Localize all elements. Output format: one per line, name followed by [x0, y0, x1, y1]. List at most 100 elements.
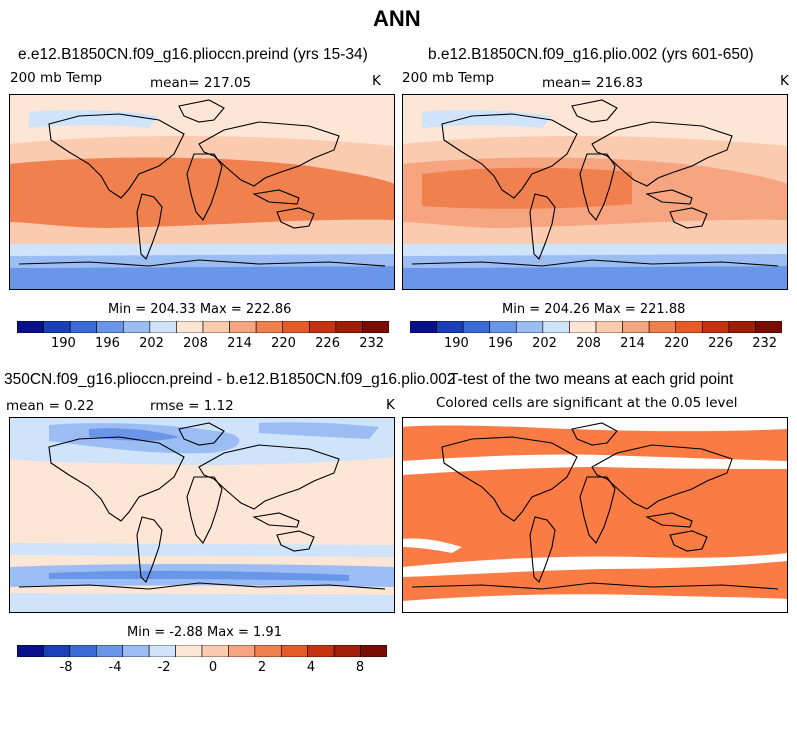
- insignificant-region-4: [402, 594, 788, 613]
- map2-band-4: [402, 244, 788, 256]
- colorbar-tick-label: 214: [227, 336, 252, 351]
- panel4-subtitle: Colored cells are significant at the 0.0…: [436, 395, 738, 411]
- panel3-title: 350CN.f09_g16.plioccn.preind - b.e12.B18…: [4, 371, 456, 388]
- panel2-colorbar: [410, 321, 782, 333]
- coastline-0: [441, 436, 578, 522]
- map3-band-7: [9, 593, 395, 613]
- coastline-2: [529, 516, 556, 583]
- panel3-mean: mean = 0.22: [6, 398, 95, 414]
- map2-band-3: [422, 167, 632, 209]
- panel1-title: e.e12.B1850CN.f09_g16.plioccn.preind (yr…: [18, 46, 368, 63]
- panel3-minmax: Min = -2.88 Max = 1.91: [127, 625, 282, 640]
- colorbar-tick-label: 220: [271, 336, 296, 351]
- map-background: [402, 417, 788, 613]
- colorbar-tick-label: 190: [51, 336, 76, 351]
- colorbar-swatch-10: [280, 645, 309, 657]
- panel1-map: [9, 94, 395, 290]
- colorbar-tick-label: 226: [708, 336, 733, 351]
- coastline-6: [252, 512, 300, 528]
- coastline-4: [198, 121, 340, 187]
- colorbar-swatch-1: [43, 321, 71, 333]
- coastline-0: [48, 113, 185, 199]
- panel2-map: [402, 94, 788, 290]
- coastline-2: [529, 193, 556, 260]
- colorbar-tick-label: 196: [95, 336, 120, 351]
- colorbar-swatch-6: [175, 645, 203, 657]
- colorbar-swatch-3: [96, 321, 124, 333]
- colorbar-swatch-9: [254, 645, 282, 657]
- panel4-map: [402, 417, 788, 613]
- colorbar-swatch-0: [17, 321, 44, 333]
- coastline-4: [591, 444, 733, 510]
- panel1-units: K: [372, 73, 381, 89]
- colorbar-swatch-2: [462, 321, 491, 333]
- colorbar-tick-label: 4: [306, 660, 316, 675]
- coastline-2: [136, 193, 163, 260]
- colorbar-swatch-5: [149, 321, 177, 333]
- colorbar-tick-label: 190: [444, 336, 469, 351]
- map-frame: [9, 94, 395, 290]
- colorbar-tick-label: 208: [576, 336, 601, 351]
- coastline-1: [178, 422, 225, 446]
- colorbar-swatch-7: [202, 321, 230, 333]
- colorbar-swatch-8: [622, 321, 650, 333]
- panel3-colorbar: [17, 645, 387, 657]
- panel2-variable-label: 200 mb Temp: [402, 70, 495, 86]
- panel3-rmse: rmse = 1.12: [150, 398, 234, 414]
- colorbar-swatch-6: [176, 321, 204, 333]
- map1-band-7: [29, 109, 159, 128]
- colorbar-tick-label: 2: [257, 660, 267, 675]
- insignificant-region-2: [402, 538, 462, 553]
- coastline-6: [645, 512, 693, 528]
- colorbar-tick-label: 232: [752, 336, 778, 351]
- colorbar-swatch-0: [410, 321, 437, 333]
- colorbar-swatch-10: [282, 321, 310, 333]
- map2-band-5: [402, 254, 788, 268]
- colorbar-tick-label: 214: [620, 336, 645, 351]
- panel3-units: K: [386, 397, 395, 413]
- colorbar-swatch-9: [648, 321, 677, 333]
- panel1-variable-label: 200 mb Temp: [10, 70, 103, 86]
- colorbar-swatch-11: [701, 321, 730, 333]
- coastline-5: [669, 530, 708, 552]
- colorbar-swatch-12: [333, 645, 361, 657]
- colorbar-swatch-6: [569, 321, 597, 333]
- colorbar-swatch-5: [148, 645, 176, 657]
- colorbar-tick-label: 226: [315, 336, 340, 351]
- colorbar-swatch-4: [122, 321, 151, 333]
- map2-band-6: [402, 266, 788, 290]
- panel2-title: b.e12.B1850CN.f09_g16.plio.002 (yrs 601-…: [428, 46, 754, 63]
- coastline-5: [276, 530, 315, 552]
- map1-band-0: [9, 94, 395, 112]
- colorbar-tick-label: 202: [139, 336, 164, 351]
- colorbar-swatch-12: [728, 321, 756, 333]
- colorbar-swatch-11: [307, 645, 335, 657]
- colorbar-swatch-2: [69, 321, 98, 333]
- map1-band-5: [9, 254, 395, 268]
- coastline-6: [252, 189, 300, 205]
- map3-band-4: [9, 543, 395, 557]
- coastline-1: [571, 99, 618, 123]
- colorbar-swatch-3: [95, 645, 124, 657]
- coastline-7: [411, 582, 779, 590]
- panel2-mean: mean= 216.83: [542, 75, 644, 91]
- coastline-5: [276, 207, 315, 229]
- panel1-colorbar: [17, 321, 389, 333]
- panel4-title: T-test of the two means at each grid poi…: [449, 371, 734, 388]
- colorbar-swatch-2: [69, 645, 97, 657]
- map3-band-3: [259, 422, 379, 439]
- map-frame: [402, 417, 788, 613]
- colorbar-tick-label: 232: [359, 336, 385, 351]
- colorbar-swatch-13: [755, 321, 782, 333]
- coastline-4: [591, 121, 733, 187]
- map1-band-3: [29, 167, 239, 209]
- colorbar-swatch-4: [122, 645, 150, 657]
- colorbar-swatch-8: [229, 321, 257, 333]
- colorbar-swatch-0: [17, 645, 44, 657]
- coastline-4: [198, 444, 340, 510]
- colorbar-swatch-13: [362, 321, 389, 333]
- colorbar-swatch-1: [436, 321, 464, 333]
- coastline-7: [18, 259, 386, 267]
- map1-band-4: [9, 244, 395, 256]
- coastline-0: [48, 436, 185, 522]
